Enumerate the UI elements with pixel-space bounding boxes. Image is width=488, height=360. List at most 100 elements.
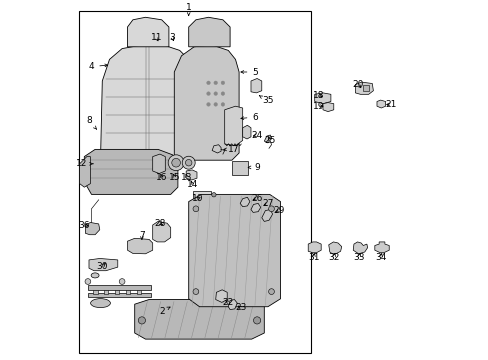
Text: 2: 2 — [159, 307, 170, 316]
Polygon shape — [188, 194, 280, 307]
Text: 28: 28 — [154, 219, 165, 228]
Text: 22: 22 — [222, 298, 233, 307]
Text: 32: 32 — [327, 253, 339, 262]
Polygon shape — [374, 242, 388, 253]
Text: 24: 24 — [251, 131, 262, 140]
Ellipse shape — [91, 273, 99, 278]
Circle shape — [206, 81, 210, 85]
Bar — [88, 285, 151, 290]
Polygon shape — [264, 135, 271, 143]
Text: 21: 21 — [385, 100, 396, 109]
Circle shape — [221, 81, 224, 85]
Polygon shape — [352, 242, 367, 254]
Text: 6: 6 — [241, 112, 258, 122]
Bar — [193, 191, 210, 199]
Circle shape — [221, 103, 224, 106]
Polygon shape — [188, 17, 230, 47]
Text: 13: 13 — [181, 173, 192, 182]
Bar — [88, 293, 151, 297]
Circle shape — [268, 289, 274, 294]
Polygon shape — [261, 210, 272, 221]
Circle shape — [171, 158, 180, 167]
Polygon shape — [240, 197, 249, 207]
Polygon shape — [242, 125, 250, 139]
Text: 11: 11 — [150, 33, 162, 42]
Text: 18: 18 — [312, 91, 324, 100]
Polygon shape — [127, 17, 168, 47]
Polygon shape — [186, 170, 197, 180]
Polygon shape — [85, 222, 100, 235]
Circle shape — [182, 156, 195, 169]
Text: 33: 33 — [352, 253, 364, 262]
Text: 25: 25 — [264, 136, 276, 145]
Circle shape — [119, 279, 125, 284]
Text: 1: 1 — [185, 4, 191, 15]
Circle shape — [168, 155, 183, 171]
Circle shape — [213, 92, 217, 95]
Text: 16: 16 — [156, 173, 167, 182]
Circle shape — [206, 103, 210, 106]
Polygon shape — [84, 149, 178, 194]
Text: 36: 36 — [79, 220, 90, 230]
Text: 19: 19 — [312, 102, 324, 111]
Bar — [136, 290, 141, 294]
Polygon shape — [215, 290, 227, 302]
Text: 35: 35 — [259, 96, 273, 105]
Polygon shape — [89, 258, 118, 271]
Polygon shape — [212, 145, 221, 153]
Polygon shape — [307, 242, 321, 253]
Polygon shape — [152, 154, 165, 174]
Text: 4: 4 — [88, 62, 107, 71]
Polygon shape — [376, 100, 385, 108]
Bar — [231, 161, 247, 175]
Text: 9: 9 — [247, 163, 260, 172]
Bar — [79, 11, 310, 353]
Text: 8: 8 — [86, 116, 96, 129]
Bar — [362, 85, 368, 91]
Text: 20: 20 — [351, 80, 363, 89]
Circle shape — [206, 92, 210, 95]
Text: 31: 31 — [307, 253, 319, 262]
Text: 29: 29 — [272, 206, 284, 215]
Polygon shape — [328, 242, 341, 254]
Polygon shape — [127, 238, 152, 254]
Polygon shape — [152, 221, 170, 242]
Text: 14: 14 — [186, 180, 198, 189]
Text: 34: 34 — [374, 253, 386, 262]
Polygon shape — [224, 106, 242, 146]
Polygon shape — [228, 300, 237, 310]
Text: 27: 27 — [262, 199, 273, 208]
Polygon shape — [101, 45, 192, 164]
Text: 26: 26 — [251, 194, 262, 202]
Circle shape — [253, 317, 260, 324]
Circle shape — [85, 279, 91, 284]
Text: 17: 17 — [224, 145, 239, 154]
Bar — [115, 290, 119, 294]
Polygon shape — [80, 157, 90, 187]
Text: 7: 7 — [139, 231, 144, 240]
Circle shape — [213, 81, 217, 85]
Polygon shape — [355, 82, 373, 94]
Text: 5: 5 — [241, 68, 258, 77]
Text: 30: 30 — [96, 262, 108, 271]
Polygon shape — [250, 203, 260, 212]
Bar — [93, 290, 98, 294]
Circle shape — [268, 206, 274, 212]
Text: 12: 12 — [76, 159, 93, 168]
Polygon shape — [250, 78, 261, 93]
Bar — [125, 290, 130, 294]
Circle shape — [221, 92, 224, 95]
Circle shape — [193, 206, 199, 212]
Text: 10: 10 — [192, 194, 203, 203]
Circle shape — [185, 159, 192, 166]
Text: 3: 3 — [169, 33, 175, 42]
Text: 23: 23 — [235, 303, 246, 312]
Polygon shape — [314, 93, 330, 104]
Bar — [104, 290, 108, 294]
Circle shape — [193, 289, 199, 294]
Circle shape — [211, 193, 216, 197]
Circle shape — [138, 317, 145, 324]
Polygon shape — [322, 103, 333, 112]
Ellipse shape — [90, 299, 110, 307]
Polygon shape — [134, 300, 264, 339]
